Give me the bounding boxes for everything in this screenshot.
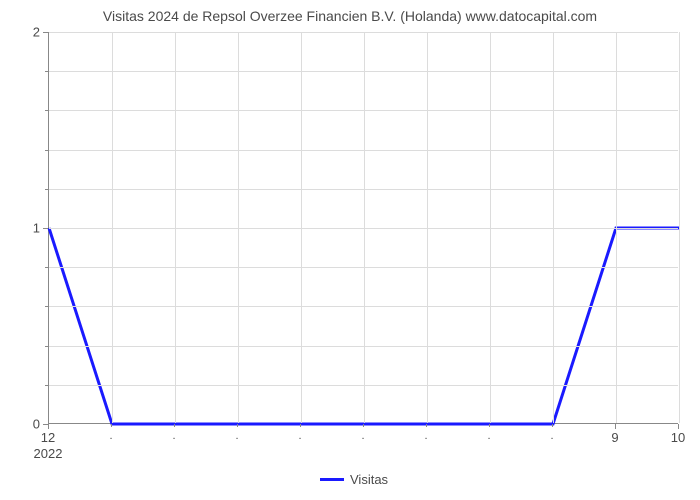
y-axis-label: 2 (20, 25, 40, 40)
x-tick-minor (489, 424, 490, 427)
grid-line (679, 32, 680, 423)
chart-title: Visitas 2024 de Repsol Overzee Financien… (0, 8, 700, 24)
x-axis-minor-label: . (487, 430, 490, 442)
y-tick-minor (45, 346, 48, 347)
x-axis-year-label: 2022 (34, 446, 63, 461)
x-tick (48, 424, 49, 429)
x-axis-minor-label: . (109, 430, 112, 442)
x-axis-minor-label: . (361, 430, 364, 442)
x-axis-label: 9 (611, 430, 618, 445)
x-tick-minor (552, 424, 553, 427)
grid-line (490, 32, 491, 423)
x-tick (615, 424, 616, 429)
x-axis-minor-label: . (172, 430, 175, 442)
grid-line (616, 32, 617, 423)
y-tick-minor (45, 267, 48, 268)
legend: Visitas (320, 472, 388, 487)
y-tick (43, 32, 48, 33)
y-axis-label: 1 (20, 221, 40, 236)
legend-swatch (320, 478, 344, 481)
y-tick-minor (45, 189, 48, 190)
y-tick-minor (45, 110, 48, 111)
x-tick-minor (111, 424, 112, 427)
y-tick-minor (45, 150, 48, 151)
plot-area (48, 32, 678, 424)
y-tick (43, 228, 48, 229)
legend-label: Visitas (350, 472, 388, 487)
grid-line (553, 32, 554, 423)
y-tick-minor (45, 385, 48, 386)
x-axis-minor-label: . (550, 430, 553, 442)
grid-line (364, 32, 365, 423)
chart-container: Visitas 2024 de Repsol Overzee Financien… (0, 0, 700, 500)
grid-line (238, 32, 239, 423)
x-axis-minor-label: . (424, 430, 427, 442)
y-tick-minor (45, 306, 48, 307)
x-tick-minor (237, 424, 238, 427)
x-tick (678, 424, 679, 429)
grid-line (427, 32, 428, 423)
grid-line (112, 32, 113, 423)
x-axis-minor-label: . (235, 430, 238, 442)
grid-line (175, 32, 176, 423)
x-axis-label: 10 (671, 430, 685, 445)
x-axis-minor-label: . (298, 430, 301, 442)
x-axis-label: 12 (41, 430, 55, 445)
x-tick-minor (363, 424, 364, 427)
x-tick-minor (174, 424, 175, 427)
y-tick-minor (45, 71, 48, 72)
y-axis-label: 0 (20, 417, 40, 432)
x-tick-minor (300, 424, 301, 427)
x-tick-minor (426, 424, 427, 427)
grid-line (301, 32, 302, 423)
